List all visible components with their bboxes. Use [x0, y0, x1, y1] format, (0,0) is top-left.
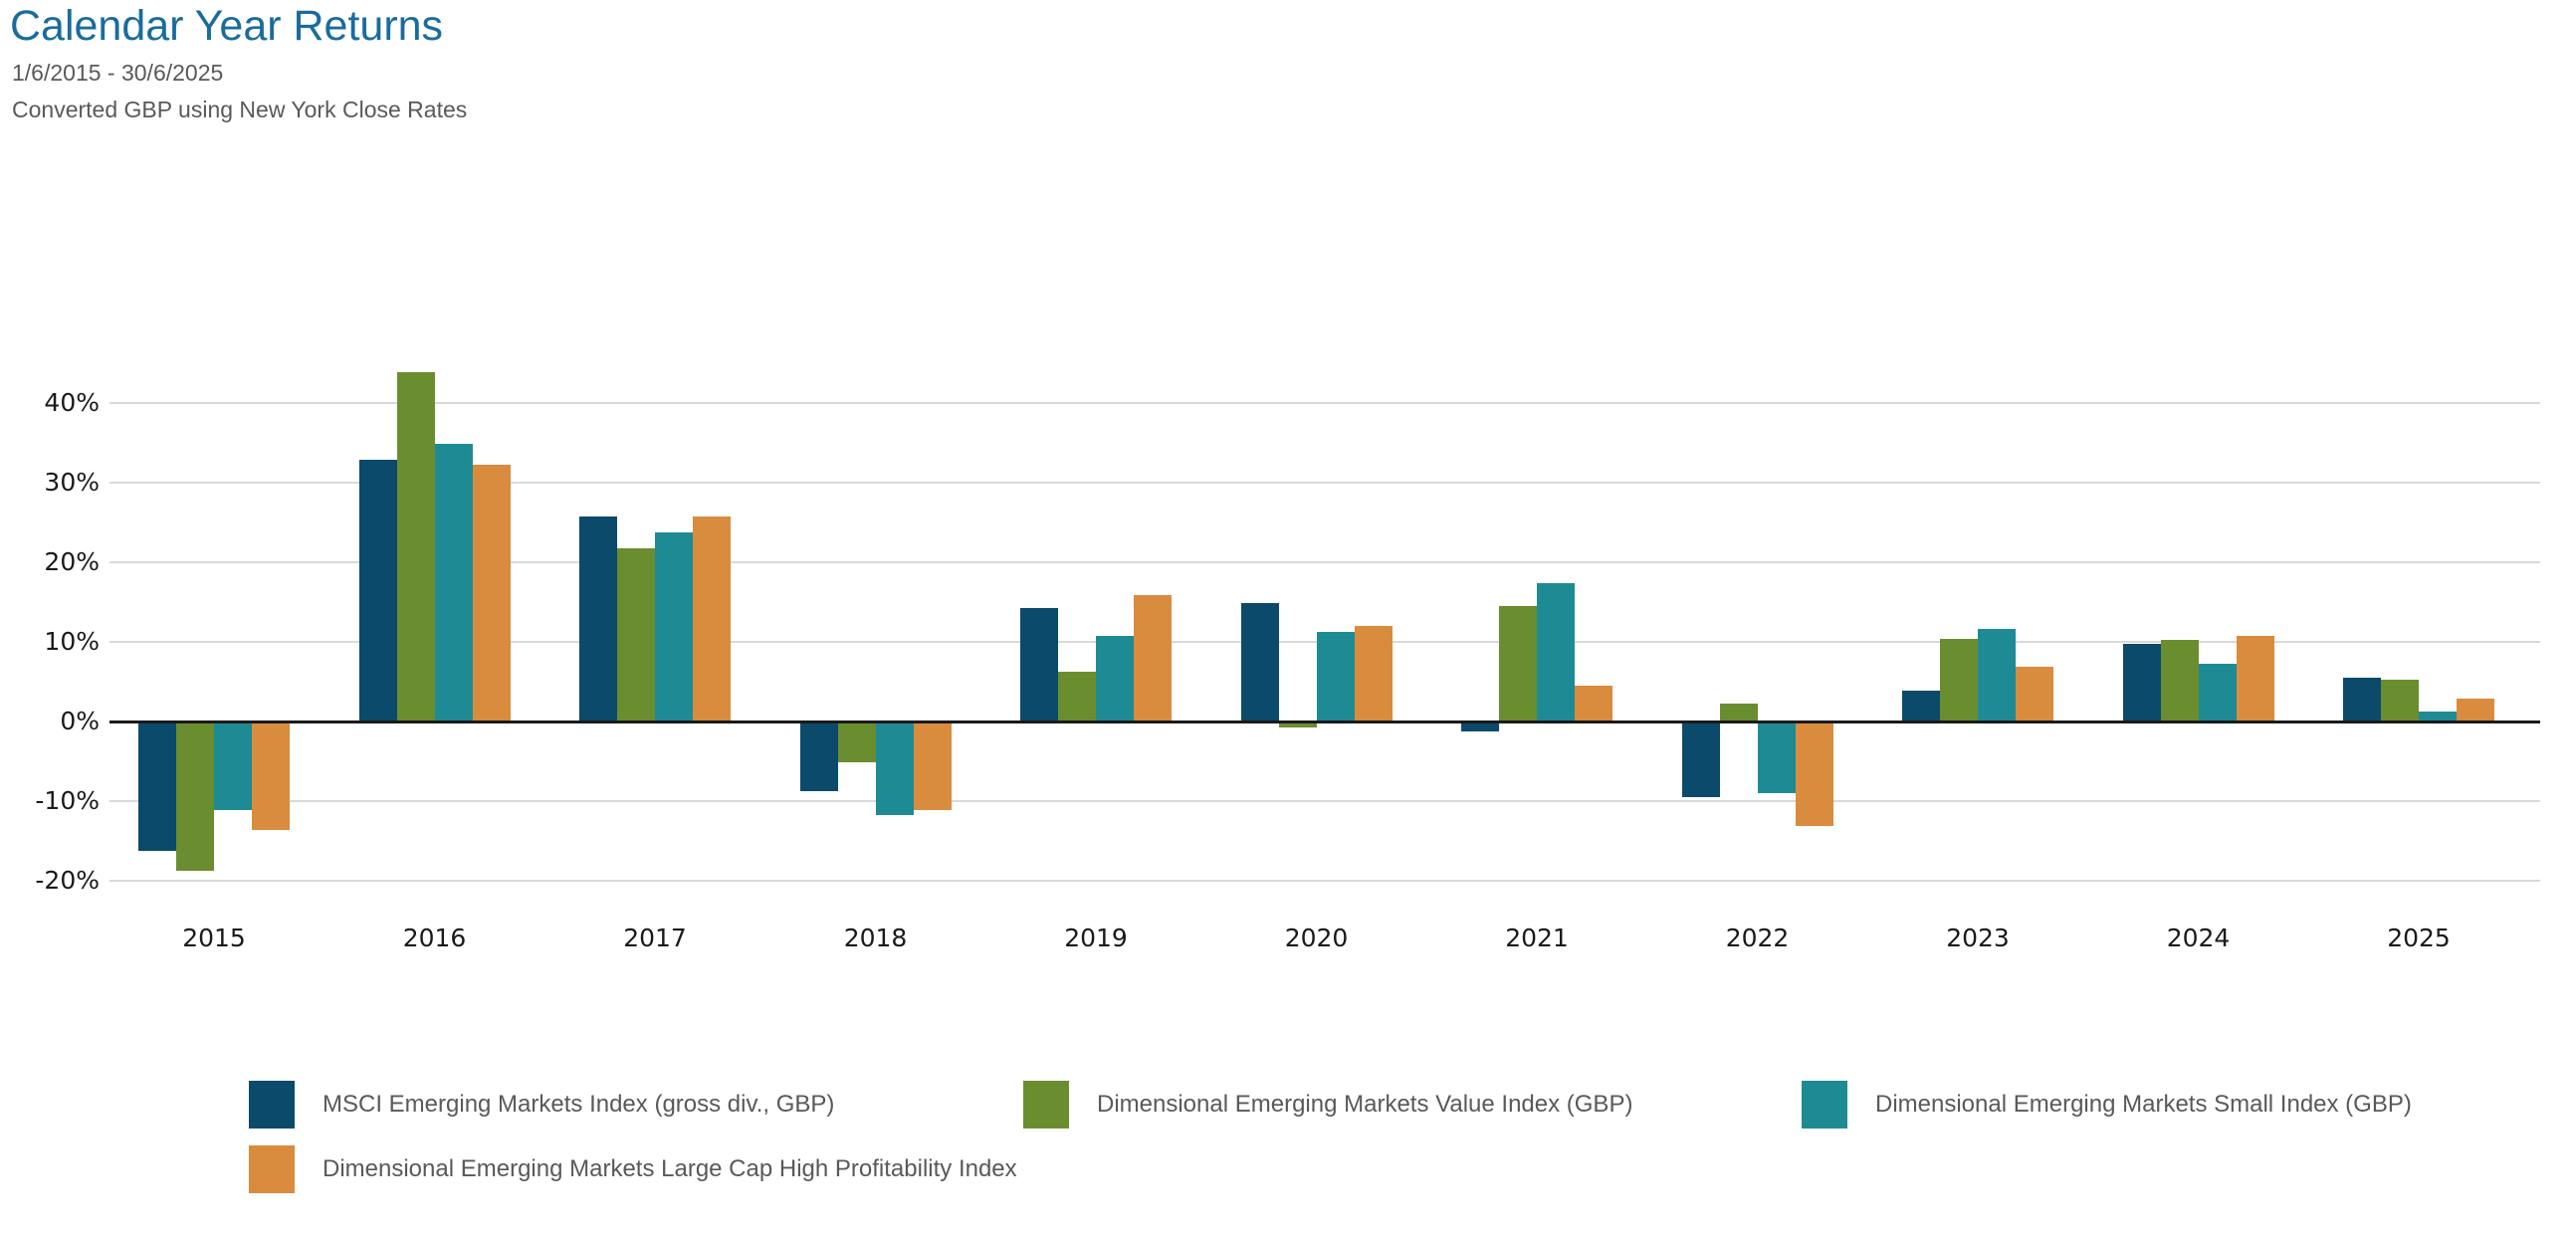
bar-2024-series-4[interactable] [2236, 636, 2274, 721]
bar-2016-series-4[interactable] [472, 464, 511, 721]
gridline-20 [109, 561, 2540, 563]
chart-legend: MSCI Emerging Markets Index (gross div.,… [0, 1065, 2576, 1234]
bar-2020-series-4[interactable] [1354, 626, 1393, 721]
x-axis-label-2023: 2023 [1946, 924, 2010, 952]
bar-2023-series-3[interactable] [1978, 629, 2016, 721]
gridline-40 [109, 402, 2540, 404]
bar-2022-series-2[interactable] [1719, 704, 1758, 721]
bar-2022-series-3[interactable] [1757, 721, 1796, 793]
y-axis-tick-label: 30% [44, 468, 100, 497]
bar-2017-series-2[interactable] [617, 548, 655, 721]
x-axis-label-2025: 2025 [2387, 924, 2451, 952]
bar-2017-series-1[interactable] [579, 515, 617, 721]
y-axis-tick-label: 10% [44, 627, 100, 656]
bar-2019-series-3[interactable] [1096, 636, 1134, 721]
legend-label: Dimensional Emerging Markets Value Index… [1097, 1091, 1633, 1118]
x-axis-label-2022: 2022 [1725, 924, 1790, 952]
bar-2018-series-3[interactable] [875, 721, 914, 816]
bar-2024-series-3[interactable] [2198, 663, 2237, 721]
bar-2019-series-4[interactable] [1134, 594, 1172, 721]
y-axis-tick-label: -10% [35, 786, 100, 815]
bar-2018-series-2[interactable] [837, 721, 876, 762]
bar-2021-series-4[interactable] [1575, 686, 1612, 721]
bar-2015-series-1[interactable] [138, 721, 176, 852]
x-axis-label-2021: 2021 [1505, 924, 1569, 952]
bar-2016-series-3[interactable] [434, 443, 473, 721]
gridline--20 [109, 880, 2540, 882]
bar-2016-series-1[interactable] [358, 459, 397, 721]
x-axis-label-2015: 2015 [182, 924, 246, 952]
bar-2018-series-4[interactable] [913, 721, 952, 810]
bar-2020-series-2[interactable] [1278, 721, 1317, 728]
bar-2015-series-2[interactable] [176, 721, 214, 872]
legend-item-2: Dimensional Emerging Markets Value Index… [1023, 1081, 1632, 1129]
x-axis-label-2016: 2016 [402, 924, 467, 952]
x-axis-label-2018: 2018 [843, 924, 908, 952]
legend-item-1: MSCI Emerging Markets Index (gross div.,… [249, 1081, 834, 1129]
bar-2015-series-4[interactable] [252, 721, 290, 830]
currency-note: Converted GBP using New York Close Rates [12, 97, 468, 122]
bar-2020-series-1[interactable] [1240, 602, 1279, 721]
legend-label: Dimensional Emerging Markets Large Cap H… [322, 1155, 1017, 1182]
y-axis-tick-label: 20% [44, 547, 100, 576]
x-axis-label-2024: 2024 [2166, 924, 2231, 952]
gridline--10 [109, 800, 2540, 802]
bar-2024-series-2[interactable] [2160, 639, 2199, 721]
bar-2019-series-1[interactable] [1020, 607, 1058, 721]
page-title: Calendar Year Returns [10, 2, 444, 50]
legend-item-3: Dimensional Emerging Markets Small Index… [1802, 1081, 2412, 1129]
legend-swatch-icon [249, 1145, 295, 1193]
y-axis-tick-label: -20% [35, 866, 100, 895]
bar-2021-series-2[interactable] [1499, 606, 1537, 721]
bar-2021-series-3[interactable] [1537, 582, 1575, 721]
date-range-subtitle: 1/6/2015 - 30/6/2025 [12, 60, 224, 86]
zero-axis-line [109, 720, 2540, 723]
bar-chart-plot-area: 40% 30% 20% 10% 0% -10% -20% 2015 2016 2017 2018 20… [35, 371, 2540, 952]
bar-2018-series-1[interactable] [799, 721, 838, 792]
legend-swatch-icon [1023, 1081, 1069, 1129]
bar-2022-series-1[interactable] [1681, 721, 1720, 797]
bar-2025-series-2[interactable] [2381, 680, 2419, 721]
legend-swatch-icon [1802, 1081, 1847, 1129]
bar-2023-series-4[interactable] [2016, 666, 2053, 721]
bar-2025-series-3[interactable] [2419, 711, 2457, 721]
legend-swatch-icon [249, 1081, 295, 1129]
bar-2023-series-1[interactable] [1902, 690, 1940, 721]
bar-2022-series-4[interactable] [1795, 721, 1833, 826]
x-axis-label-2017: 2017 [623, 924, 687, 952]
bar-2023-series-2[interactable] [1940, 638, 1978, 721]
bar-2016-series-2[interactable] [396, 371, 435, 721]
legend-label: Dimensional Emerging Markets Small Index… [1875, 1091, 2412, 1118]
y-axis-tick-label: 0% [60, 707, 100, 735]
bar-2017-series-4[interactable] [693, 515, 731, 721]
legend-label: MSCI Emerging Markets Index (gross div.,… [322, 1091, 835, 1118]
bar-2019-series-2[interactable] [1058, 672, 1096, 721]
bar-2017-series-3[interactable] [655, 531, 693, 721]
x-axis-label-2020: 2020 [1284, 924, 1349, 952]
bar-2025-series-1[interactable] [2343, 678, 2381, 721]
legend-item-4: Dimensional Emerging Markets Large Cap H… [249, 1145, 1017, 1193]
bar-2025-series-4[interactable] [2457, 698, 2494, 721]
y-axis-tick-label: 40% [44, 388, 100, 417]
bar-2020-series-3[interactable] [1316, 632, 1355, 721]
bar-2024-series-1[interactable] [2122, 643, 2161, 721]
x-axis-label-2019: 2019 [1064, 924, 1128, 952]
bar-2021-series-1[interactable] [1461, 721, 1499, 732]
gridline-30 [109, 482, 2540, 484]
bar-2015-series-3[interactable] [214, 721, 252, 810]
